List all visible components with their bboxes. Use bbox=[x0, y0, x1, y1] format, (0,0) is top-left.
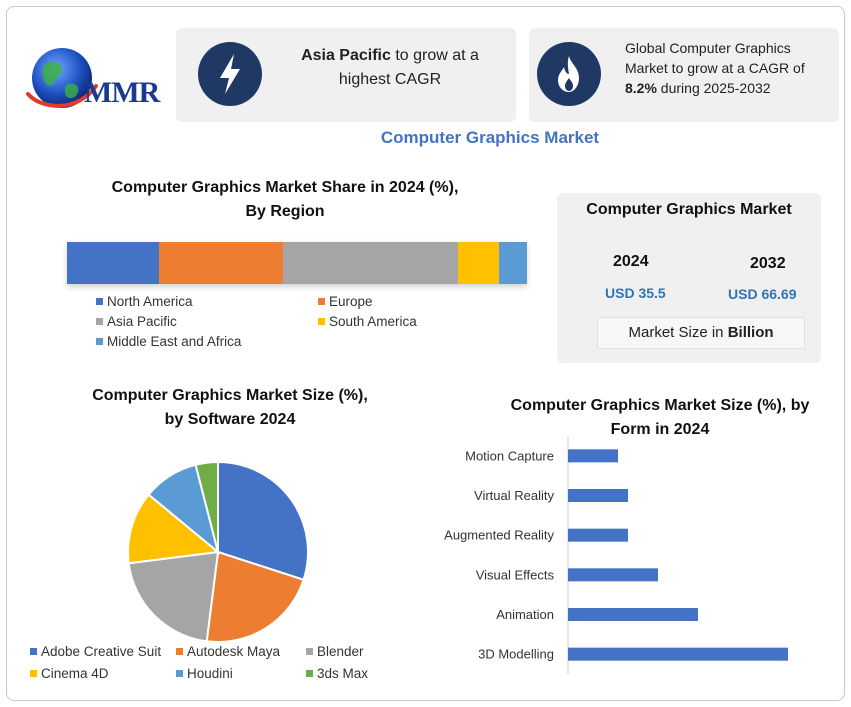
form-title-line1: Computer Graphics Market Size (%), by bbox=[510, 397, 810, 414]
legend-label: 3ds Max bbox=[317, 666, 369, 681]
form-bar-3d-modelling bbox=[568, 647, 788, 661]
form-chart-title: Computer Graphics Market Size (%), by Fo… bbox=[480, 394, 840, 442]
form-label-3d-modelling: 3D Modelling bbox=[478, 647, 554, 662]
region-segment-europe bbox=[159, 242, 284, 284]
legend-swatch bbox=[176, 669, 183, 677]
growth-bold: 8.2% bbox=[625, 80, 657, 96]
region-segment-north-america bbox=[67, 242, 159, 284]
unit-bold: Billion bbox=[727, 324, 774, 341]
legend-label: Europe bbox=[329, 294, 373, 309]
software-legend-item-cinema-4d: Cinema 4D bbox=[30, 666, 109, 681]
legend-swatch bbox=[96, 317, 103, 325]
region-legend-item-south-america: South America bbox=[318, 314, 417, 329]
region-title-line2: By Region bbox=[245, 203, 325, 220]
legend-label: North America bbox=[107, 294, 193, 309]
form-bar-motion-capture bbox=[568, 449, 618, 463]
growth-card: Global Computer Graphics Market to grow … bbox=[529, 28, 839, 122]
form-bar-virtual-reality bbox=[568, 489, 628, 502]
software-title-line2: by Software 2024 bbox=[164, 411, 296, 428]
growth-pre: Global Computer Graphics Market to grow … bbox=[625, 40, 805, 76]
highlight-text: Asia Pacific to grow at a highest CAGR bbox=[280, 44, 500, 92]
pie-slice-cinema-4d bbox=[127, 493, 221, 565]
legend-swatch bbox=[318, 297, 325, 305]
pie-slice-3ds-max bbox=[194, 460, 219, 553]
highlight-bold: Asia Pacific bbox=[301, 47, 391, 64]
year-2032: 2032 bbox=[750, 255, 786, 272]
main-title: Computer Graphics Market bbox=[380, 128, 600, 147]
value-2032: USD 66.69 bbox=[728, 286, 797, 302]
region-segment-south-america bbox=[457, 242, 500, 284]
legend-label: Adobe Creative Suit bbox=[41, 644, 162, 659]
region-legend-item-europe: Europe bbox=[318, 294, 373, 309]
legend-swatch bbox=[96, 337, 103, 345]
legend-swatch bbox=[30, 669, 37, 677]
market-size-title: Computer Graphics Market bbox=[586, 201, 792, 218]
software-legend-item-houdini: Houdini bbox=[176, 666, 233, 681]
market-size-unit: Market Size in Billion bbox=[597, 317, 805, 349]
growth-post: during 2025-2032 bbox=[656, 80, 771, 96]
region-segment-asia-pacific bbox=[283, 242, 458, 284]
pie-slice-autodesk-maya bbox=[205, 550, 305, 643]
legend-swatch bbox=[30, 647, 37, 655]
software-title-line1: Computer Graphics Market Size (%), bbox=[92, 387, 368, 404]
legend-label: Autodesk Maya bbox=[187, 644, 281, 659]
pie-slice-adobe-creative-suit bbox=[217, 460, 309, 582]
form-label-visual-effects: Visual Effects bbox=[476, 567, 555, 582]
software-legend-item-adobe-creative-suit: Adobe Creative Suit bbox=[30, 644, 161, 659]
year-2024: 2024 bbox=[613, 253, 649, 270]
software-legend-item-3ds-max: 3ds Max bbox=[306, 666, 368, 681]
region-chart-title: Computer Graphics Market Share in 2024 (… bbox=[60, 176, 510, 224]
software-legend-item-blender: Blender bbox=[306, 644, 364, 659]
region-legend-item-north-america: North America bbox=[96, 294, 193, 309]
value-2024: USD 35.5 bbox=[605, 285, 666, 301]
form-bar-chart: Motion Capture Virtual Reality Augmented R… bbox=[444, 436, 788, 674]
legend-swatch bbox=[306, 669, 313, 677]
legend-label: Houdini bbox=[187, 666, 233, 681]
flame-icon bbox=[537, 42, 601, 106]
legend-label: Asia Pacific bbox=[107, 314, 177, 329]
form-title-line2: Form in 2024 bbox=[610, 421, 710, 438]
logo: MMR bbox=[22, 40, 162, 118]
legend-label: Middle East and Africa bbox=[107, 334, 242, 349]
legend-label: Cinema 4D bbox=[41, 666, 109, 681]
form-label-virtual-reality: Virtual Reality bbox=[474, 488, 554, 503]
form-label-animation: Animation bbox=[496, 607, 554, 622]
region-title-line1: Computer Graphics Market Share in 2024 (… bbox=[111, 179, 459, 196]
legend-swatch bbox=[96, 297, 103, 305]
lightning-icon bbox=[198, 42, 262, 106]
legend-swatch bbox=[176, 647, 183, 655]
region-legend-item-asia-pacific: Asia Pacific bbox=[96, 314, 177, 329]
software-chart-title: Computer Graphics Market Size (%), by So… bbox=[60, 384, 400, 432]
software-legend-item-autodesk-maya: Autodesk Maya bbox=[176, 644, 280, 659]
region-stacked-bar bbox=[67, 242, 527, 284]
market-size-card: Computer Graphics Market 2024 USD 35.5 2… bbox=[557, 193, 821, 363]
form-label-augmented-reality: Augmented Reality bbox=[444, 528, 554, 543]
legend-swatch bbox=[318, 317, 325, 325]
legend-label: South America bbox=[329, 314, 417, 329]
globe-icon bbox=[26, 48, 98, 108]
software-pie-chart bbox=[127, 460, 309, 643]
form-bar-visual-effects bbox=[568, 568, 658, 582]
form-bar-animation bbox=[568, 608, 698, 621]
region-legend-item-middle-east-and-africa: Middle East and Africa bbox=[96, 334, 241, 349]
form-bar-augmented-reality bbox=[568, 528, 628, 542]
unit-pre: Market Size in bbox=[628, 324, 728, 341]
pie-slice-blender bbox=[127, 550, 220, 643]
region-segment-middle-east-and-africa bbox=[499, 242, 527, 284]
legend-swatch bbox=[306, 647, 313, 655]
highlight-rest: to grow at a highest CAGR bbox=[338, 47, 479, 88]
legend-label: Blender bbox=[317, 644, 364, 659]
highlight-card: Asia Pacific to grow at a highest CAGR bbox=[176, 28, 516, 122]
form-label-motion-capture: Motion Capture bbox=[465, 448, 554, 463]
growth-text: Global Computer Graphics Market to grow … bbox=[625, 38, 835, 98]
logo-text: MMR bbox=[84, 76, 160, 109]
